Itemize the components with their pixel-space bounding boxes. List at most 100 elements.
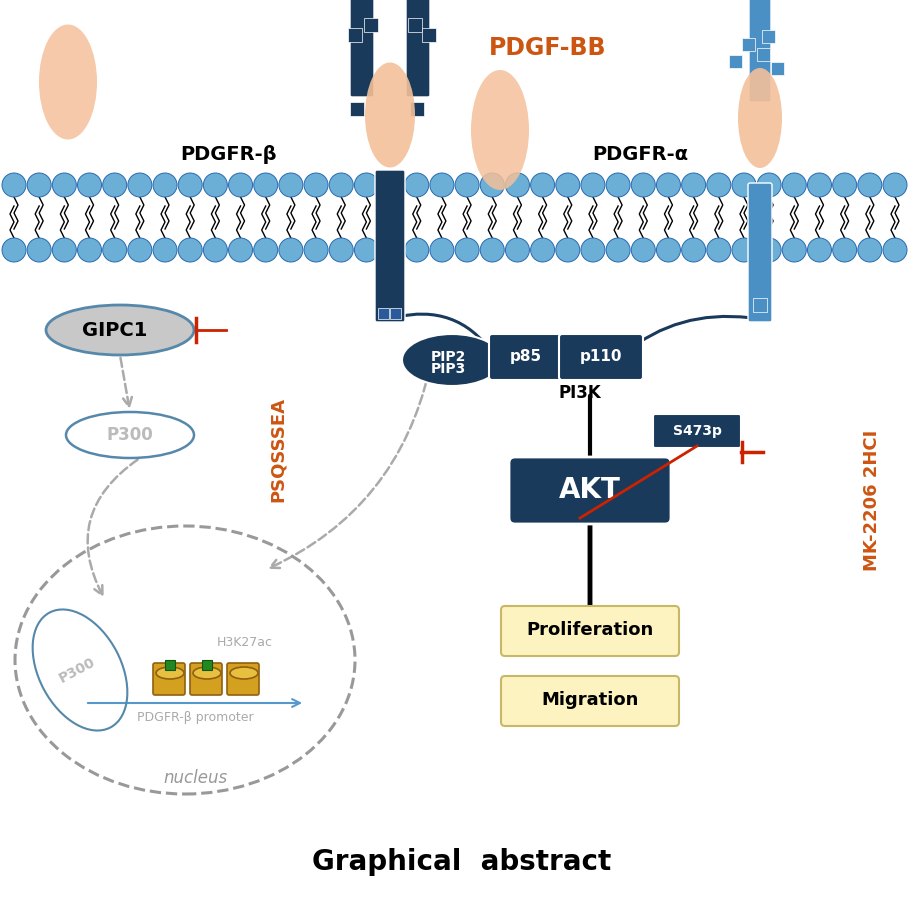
- Circle shape: [732, 173, 756, 197]
- Ellipse shape: [471, 70, 529, 190]
- Circle shape: [430, 238, 454, 262]
- Bar: [165, 660, 175, 670]
- Text: H3K27ac: H3K27ac: [217, 635, 273, 649]
- Circle shape: [153, 238, 177, 262]
- Text: PI3K: PI3K: [559, 384, 602, 402]
- Text: PIP2: PIP2: [431, 350, 466, 364]
- Circle shape: [808, 238, 832, 262]
- Circle shape: [27, 173, 51, 197]
- Circle shape: [783, 238, 807, 262]
- Ellipse shape: [156, 667, 184, 679]
- Bar: [771, 62, 784, 75]
- Bar: [757, 48, 770, 61]
- Ellipse shape: [193, 667, 221, 679]
- Circle shape: [833, 238, 857, 262]
- Text: P300: P300: [56, 654, 98, 686]
- Circle shape: [757, 238, 781, 262]
- Text: PDGFR-β promoter: PDGFR-β promoter: [137, 710, 253, 724]
- Circle shape: [631, 173, 655, 197]
- Circle shape: [883, 173, 907, 197]
- Circle shape: [380, 173, 404, 197]
- Text: Graphical  abstract: Graphical abstract: [312, 848, 612, 876]
- FancyBboxPatch shape: [153, 663, 185, 695]
- Circle shape: [505, 173, 529, 197]
- Circle shape: [329, 173, 353, 197]
- Circle shape: [304, 173, 328, 197]
- Circle shape: [857, 238, 881, 262]
- Bar: [390, 308, 401, 319]
- Circle shape: [707, 238, 731, 262]
- FancyBboxPatch shape: [559, 334, 643, 380]
- Circle shape: [203, 173, 227, 197]
- Circle shape: [555, 238, 579, 262]
- Bar: [762, 30, 775, 43]
- Circle shape: [857, 173, 881, 197]
- Circle shape: [405, 173, 429, 197]
- Text: GIPC1: GIPC1: [82, 320, 148, 339]
- Circle shape: [228, 173, 252, 197]
- Circle shape: [631, 238, 655, 262]
- Circle shape: [128, 173, 152, 197]
- Circle shape: [505, 238, 529, 262]
- FancyBboxPatch shape: [509, 457, 671, 524]
- Ellipse shape: [365, 62, 415, 167]
- Circle shape: [656, 238, 680, 262]
- Circle shape: [203, 238, 227, 262]
- Bar: [742, 38, 755, 51]
- Text: Proliferation: Proliferation: [527, 621, 653, 639]
- Circle shape: [355, 238, 379, 262]
- Circle shape: [480, 238, 505, 262]
- Circle shape: [581, 238, 605, 262]
- Bar: [422, 28, 436, 42]
- Circle shape: [279, 173, 303, 197]
- Circle shape: [78, 173, 102, 197]
- Circle shape: [53, 173, 77, 197]
- Circle shape: [53, 238, 77, 262]
- Circle shape: [405, 238, 429, 262]
- Circle shape: [480, 173, 505, 197]
- Circle shape: [757, 173, 781, 197]
- Text: p110: p110: [579, 349, 622, 364]
- Circle shape: [808, 173, 832, 197]
- Text: MK-2206 2HCI: MK-2206 2HCI: [863, 429, 881, 571]
- Text: p85: p85: [510, 349, 542, 364]
- Circle shape: [430, 173, 454, 197]
- Circle shape: [656, 173, 680, 197]
- Circle shape: [178, 173, 202, 197]
- Circle shape: [329, 238, 353, 262]
- Text: nucleus: nucleus: [163, 769, 227, 787]
- Text: S473p: S473p: [673, 424, 722, 438]
- Text: PDGF-BB: PDGF-BB: [489, 36, 607, 60]
- Circle shape: [380, 238, 404, 262]
- FancyBboxPatch shape: [227, 663, 259, 695]
- FancyBboxPatch shape: [406, 0, 430, 97]
- Circle shape: [530, 173, 554, 197]
- Circle shape: [732, 238, 756, 262]
- Circle shape: [707, 173, 731, 197]
- FancyBboxPatch shape: [501, 676, 679, 726]
- FancyBboxPatch shape: [489, 334, 563, 380]
- Circle shape: [2, 173, 26, 197]
- Text: AKT: AKT: [559, 476, 621, 504]
- Circle shape: [606, 238, 630, 262]
- Circle shape: [530, 238, 554, 262]
- FancyBboxPatch shape: [350, 0, 374, 97]
- Bar: [410, 102, 424, 116]
- Bar: [378, 308, 389, 319]
- Text: Migration: Migration: [541, 691, 638, 709]
- Text: PIP3: PIP3: [431, 362, 466, 376]
- FancyBboxPatch shape: [375, 170, 405, 322]
- Bar: [753, 298, 767, 312]
- Circle shape: [254, 173, 278, 197]
- Circle shape: [27, 238, 51, 262]
- Circle shape: [355, 173, 379, 197]
- Bar: [350, 102, 364, 116]
- Circle shape: [2, 238, 26, 262]
- Circle shape: [304, 238, 328, 262]
- Bar: [202, 660, 212, 670]
- Circle shape: [103, 173, 127, 197]
- FancyBboxPatch shape: [749, 0, 771, 102]
- Ellipse shape: [230, 667, 258, 679]
- Circle shape: [682, 173, 706, 197]
- Text: PDGFR-β: PDGFR-β: [180, 146, 276, 165]
